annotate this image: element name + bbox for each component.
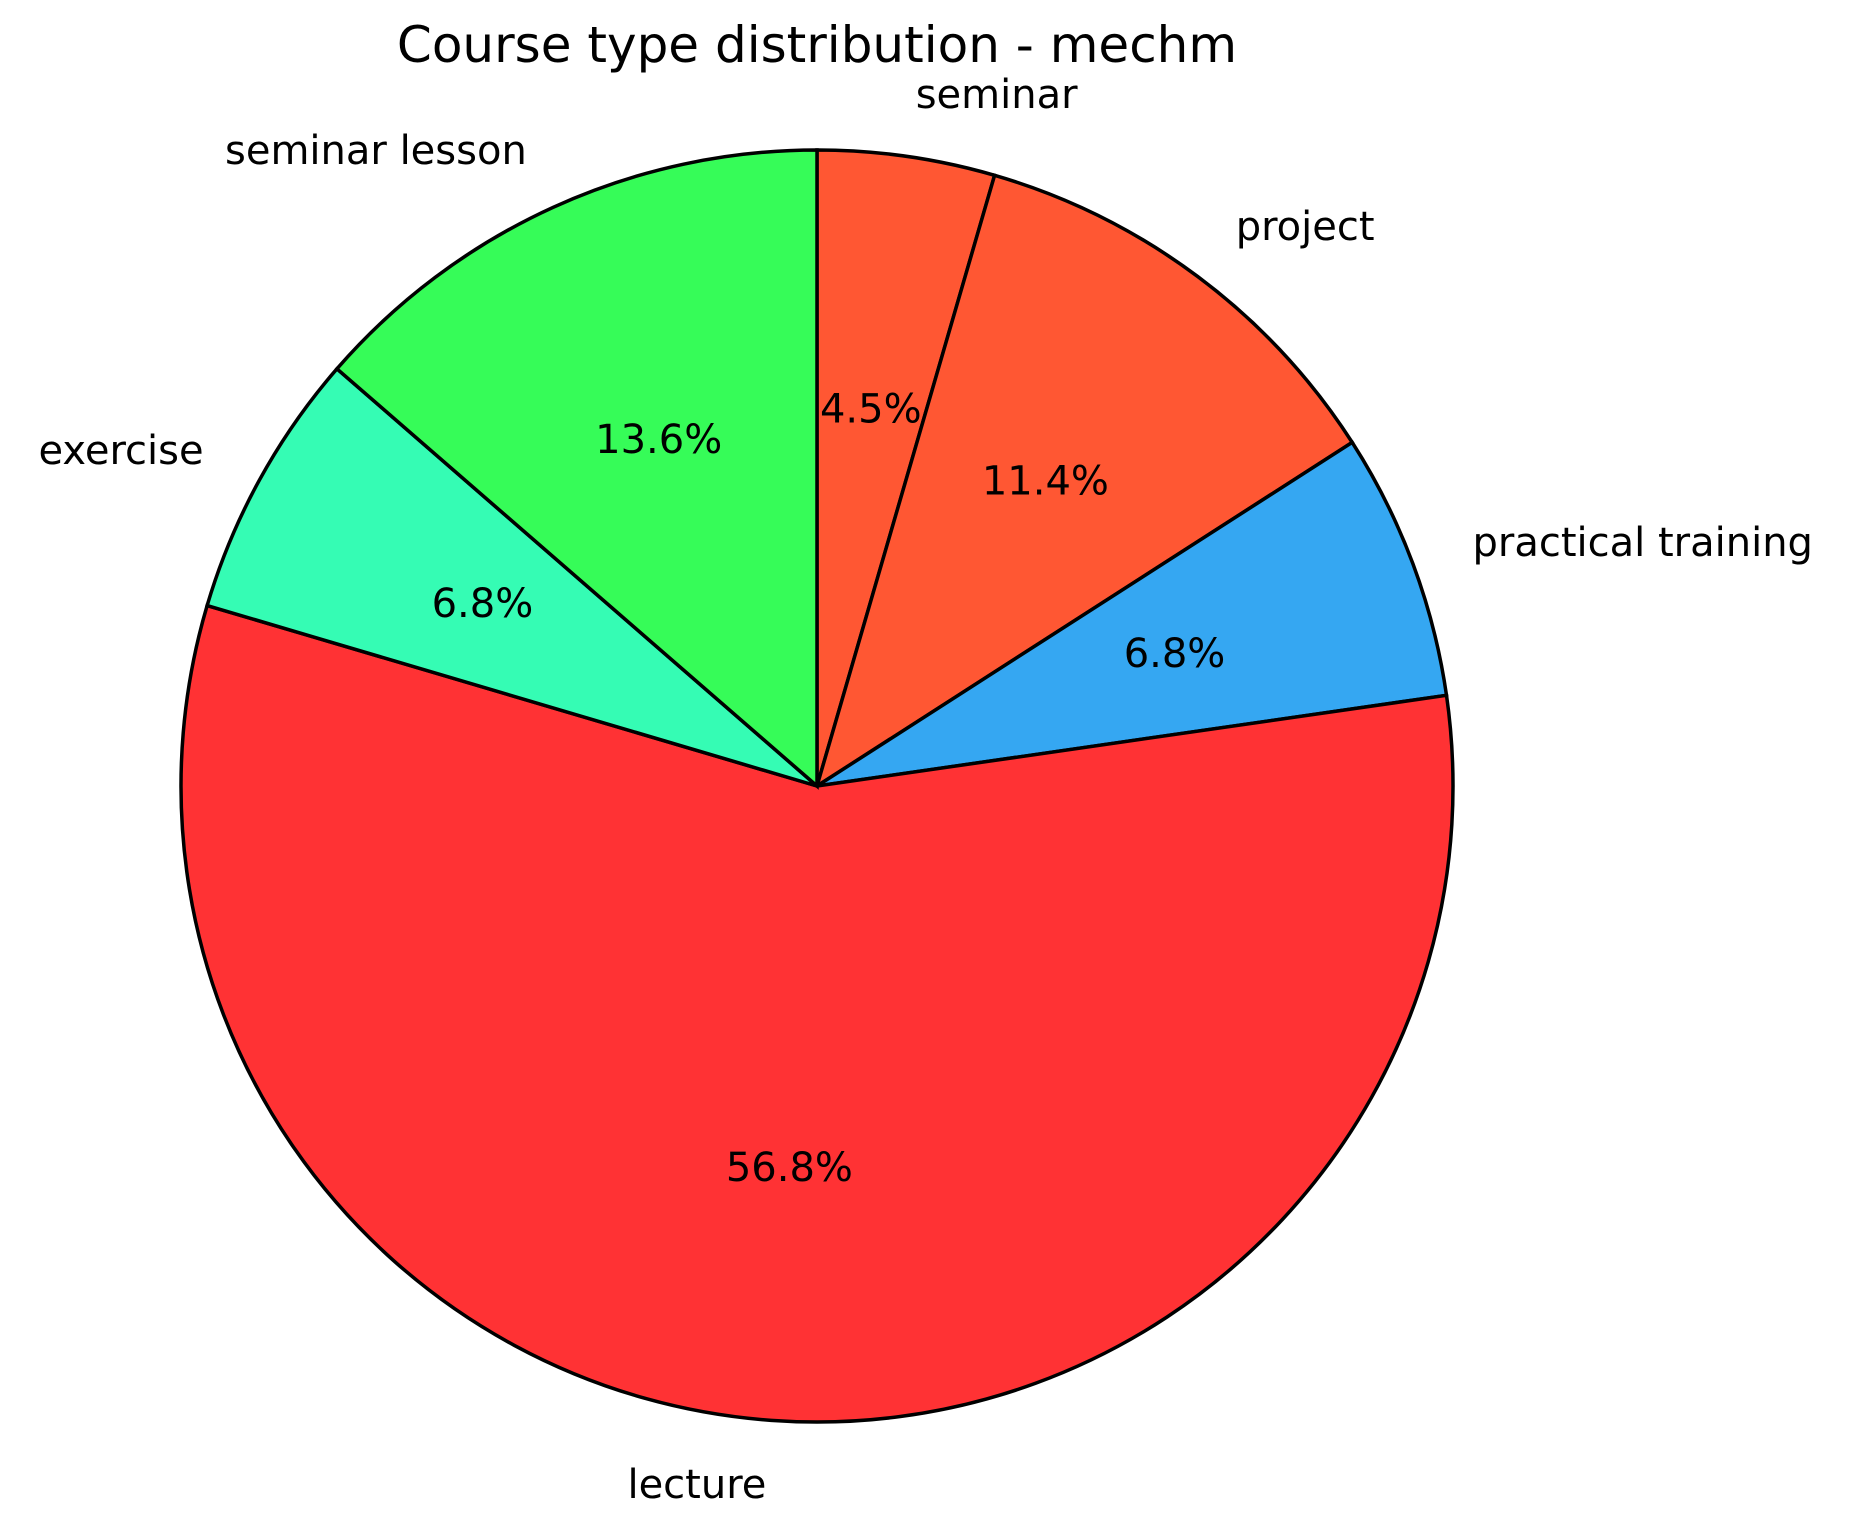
slice-label-exercise: exercise	[39, 428, 204, 474]
slice-label-seminar: seminar	[916, 72, 1078, 118]
pie-slice-exercise	[204, 366, 819, 788]
pie-slice-project	[814, 173, 1355, 790]
slice-label-practical-training: practical training	[1473, 520, 1813, 566]
slice-label-lecture: lecture	[627, 1462, 766, 1508]
pie-slice-seminar-lesson	[334, 148, 819, 790]
pct-label-seminar: 4.5%	[820, 387, 922, 433]
pie-slice-seminar	[815, 148, 997, 787]
pct-label-practical-training: 6.8%	[1124, 631, 1226, 677]
pie-slice-practical-training	[816, 439, 1449, 788]
slice-label-project: project	[1236, 204, 1375, 250]
pie-slice-lecture	[179, 603, 1455, 1424]
pct-label-project: 11.4%	[982, 459, 1109, 505]
slice-label-seminar-lesson: seminar lesson	[225, 128, 527, 174]
chart-title: Course type distribution - mechm	[396, 16, 1238, 74]
pct-label-exercise: 6.8%	[432, 581, 534, 627]
pct-label-lecture: 56.8%	[726, 1145, 853, 1191]
pct-label-seminar-lesson: 13.6%	[595, 417, 722, 463]
